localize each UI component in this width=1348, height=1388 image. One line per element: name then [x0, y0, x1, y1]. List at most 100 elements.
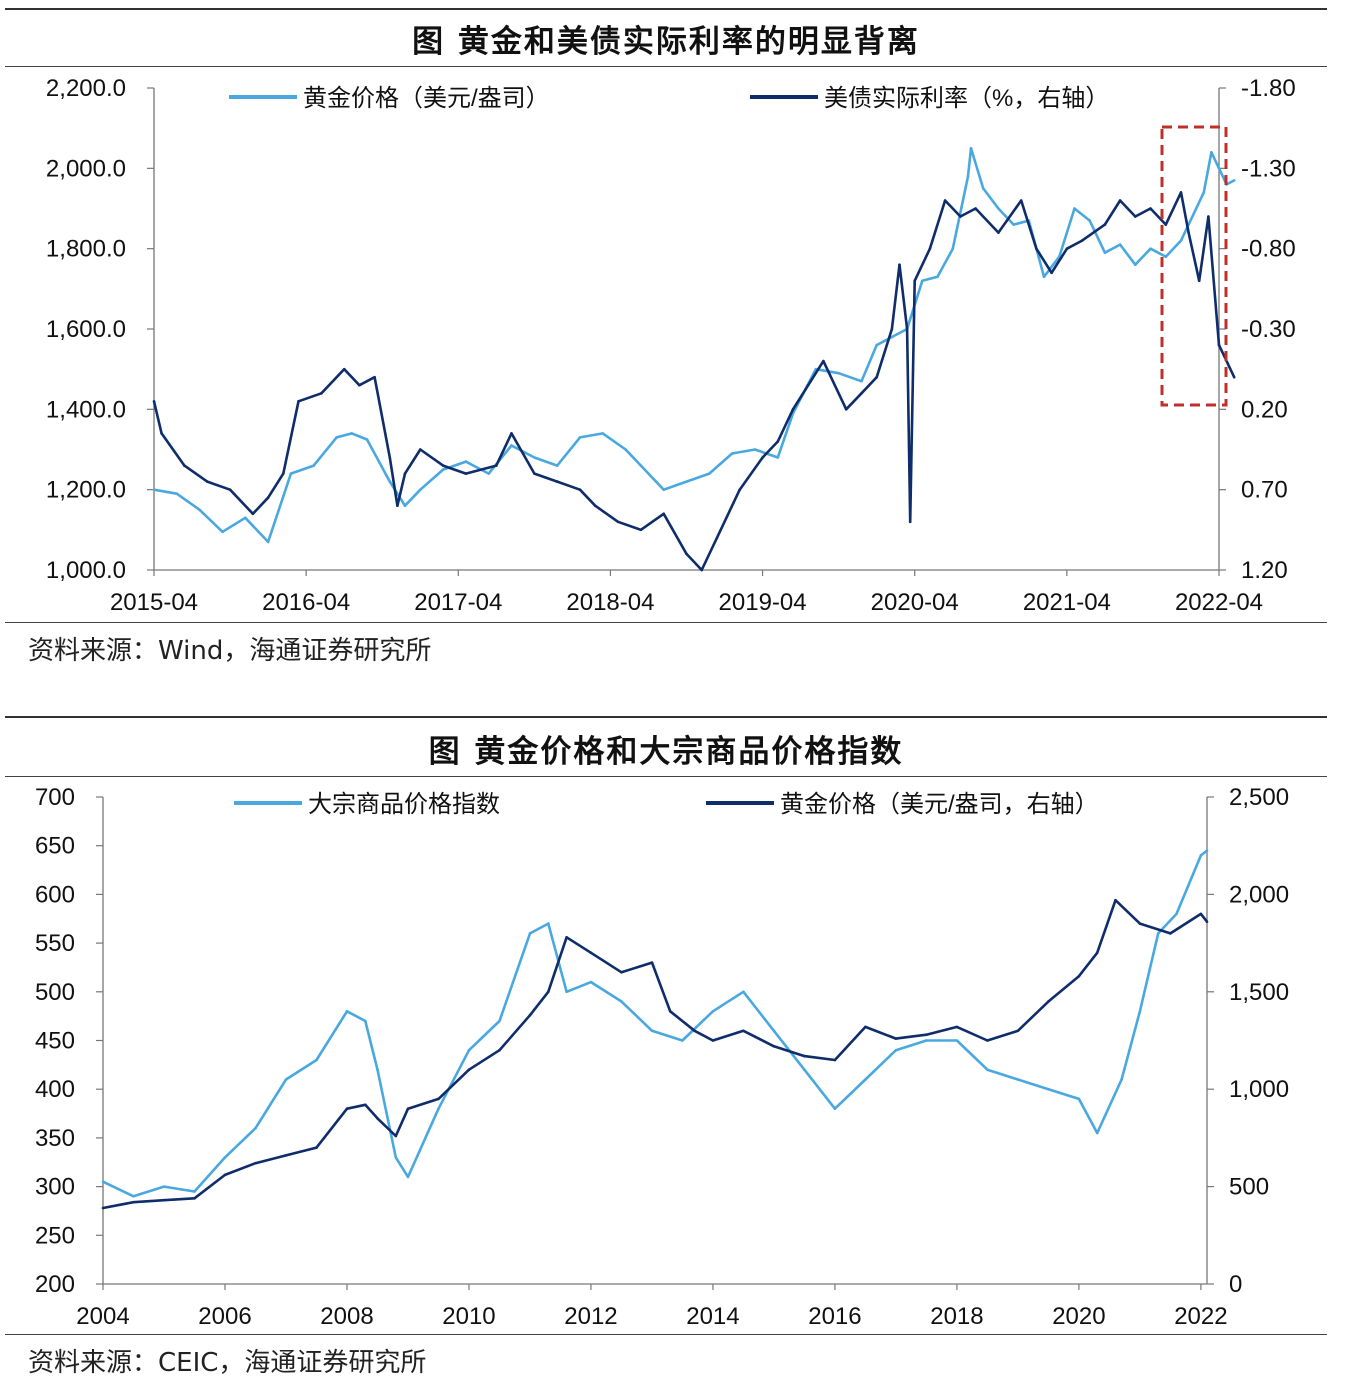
chart2-series-1-point: [864, 1078, 867, 1081]
chart2-series-1-point: [955, 1039, 959, 1042]
chart2-left-tick-label: 350: [35, 1125, 75, 1152]
chart2-series-2-point: [394, 1134, 398, 1138]
chart1-series-1-point: [966, 175, 970, 178]
chart2-series-2-point: [315, 1146, 318, 1149]
chart1-series-1-point: [1149, 247, 1152, 250]
chart2-legend-label-1: 大宗商品价格指数: [308, 791, 500, 818]
chart2-series-2-point: [1138, 922, 1142, 925]
chart1-series-1-point: [419, 488, 422, 492]
chart1-series-2-point: [761, 456, 764, 459]
chart2-series-2-point: [668, 1010, 672, 1013]
chart1-legend-label-1: 黄金价格（美元/盎司）: [303, 85, 550, 112]
chart2-series-2-point: [437, 1097, 440, 1101]
chart1-series-2-point: [890, 327, 894, 331]
chart2-series-1-point: [254, 1126, 257, 1130]
chart1-series-2-point: [974, 207, 977, 210]
chart1-series-2-point: [396, 504, 399, 508]
chart2-series-1-line: [102, 849, 1208, 1198]
chart2-series-1-point: [437, 1107, 440, 1110]
chart2-series-2-point: [345, 1107, 349, 1110]
chart1-right-tick-label: -0.80: [1241, 236, 1296, 263]
chart1-series-1-point: [875, 343, 878, 347]
chart2-series-1-point: [711, 1010, 715, 1013]
chart1-series-2-point: [160, 432, 163, 435]
chart2-series-1-point: [364, 1019, 367, 1023]
chart2-left-tick-label: 600: [35, 881, 75, 908]
chart1-series-1-point: [441, 468, 445, 471]
chart2-series-2-point: [803, 1054, 806, 1058]
chart2-series-1-point: [1016, 1078, 1020, 1081]
chart2-series-1-point: [132, 1195, 135, 1198]
chart2-bottom-rule: [5, 1334, 1327, 1335]
chart1-series-1-point: [388, 480, 392, 483]
chart2-left-tick-label: 550: [35, 930, 75, 957]
chart2-series-2-point: [101, 1206, 105, 1210]
chart1-series-2-point: [806, 383, 810, 387]
chart1-series-2-point: [441, 464, 445, 467]
chart2-title: 图 黄金价格和大宗商品价格指数: [428, 734, 904, 770]
chart1-series-1-point: [624, 448, 627, 451]
chart1-series-1-point: [365, 438, 369, 441]
chart2-legend-label-2: 黄金价格（美元/盎司，右轴）: [780, 791, 1099, 818]
chart1-series-1-point: [555, 464, 559, 467]
chart1-series-2-point: [662, 512, 665, 516]
chart1-series-1-point: [533, 456, 536, 459]
chart2-plot: 200 250 300 350 400 450 500 550 600 650 700 0 500 1,0…: [35, 784, 1289, 1330]
chart2-series-1-point: [528, 932, 532, 935]
chart2-x-tick-label: 2020: [1052, 1303, 1105, 1330]
chart1-x-tick-label: 2019-04: [719, 589, 807, 616]
chart2-series-1-point: [589, 980, 593, 984]
chart1-series-2-point: [791, 408, 795, 411]
chart2-series-1-point: [394, 1156, 398, 1159]
chart1-series-2-point: [578, 488, 582, 492]
chart1-series-2-point: [1179, 191, 1183, 194]
chart1-series-2-point: [875, 375, 878, 379]
chart1-series-2-point: [266, 496, 270, 500]
chart2-series-2-point: [467, 1068, 471, 1071]
chart1-series-1-point: [289, 472, 293, 475]
chart2-right-tick-label: 1,500: [1229, 979, 1289, 1006]
chart1-series-1-point: [1164, 255, 1168, 258]
chart2-series-1-point: [565, 990, 568, 994]
chart1-series-2-point: [358, 383, 361, 387]
chart1-series-2-point: [822, 359, 825, 363]
chart2-series-2-point: [1199, 912, 1203, 916]
chart1-series-2-point: [495, 464, 498, 467]
chart2-series-2-point: [284, 1154, 288, 1157]
chart2-series-1-point: [467, 1048, 471, 1052]
chart1-series-1-point: [936, 275, 939, 279]
chart2-series-1-point: [1095, 1131, 1099, 1135]
chart1-series-2-point: [639, 528, 643, 532]
chart1-series-2-point: [320, 392, 323, 395]
chart1-series-1-point: [951, 247, 955, 250]
chart1-bottom-rule: [5, 622, 1327, 623]
chart1-series-1-point: [221, 530, 224, 534]
chart1-series-2-point: [1164, 223, 1168, 226]
chart1-series-2-point: [908, 520, 912, 524]
chart1-series-2-point: [913, 279, 916, 283]
chart2-series-2-point: [772, 1045, 776, 1048]
chart2-series-1-point: [223, 1156, 227, 1159]
chart2-series-2-point: [833, 1058, 837, 1062]
chart1-series-1-point: [1103, 251, 1107, 254]
chart1-series-2-point: [593, 504, 597, 508]
chart1-series-1-point: [708, 472, 711, 475]
chart1-series-2-line: [152, 191, 1236, 572]
chart2-series-2-point: [620, 971, 623, 974]
chart1-left-tick-label: 2,200.0: [46, 75, 126, 102]
chart2-left-tick-label: 700: [35, 784, 75, 811]
chart1-series-2-point: [959, 215, 962, 218]
chart2-series-1-point: [101, 1180, 105, 1183]
chart2-series-1-point: [162, 1185, 166, 1188]
chart1-series-1-point: [837, 371, 840, 375]
chart1-right-tick-label: -1.80: [1241, 75, 1296, 102]
chart2-series-1-point: [1077, 1097, 1081, 1101]
chart2-left-tick-label: 400: [35, 1076, 75, 1103]
chart1-series-1-point: [860, 379, 863, 383]
chart1-series-1-point: [981, 187, 985, 190]
chart1-series-2-point: [860, 392, 863, 395]
chart2-left-tick-label: 300: [35, 1174, 75, 1201]
chart1-series-1-point: [1073, 207, 1076, 210]
chart2-series-2-point: [547, 990, 550, 994]
chart1-series-1-point: [335, 436, 338, 439]
